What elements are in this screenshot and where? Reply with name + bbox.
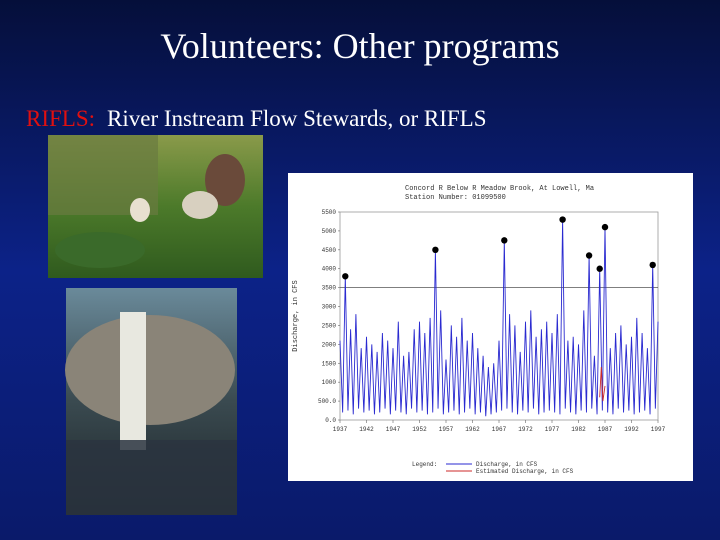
peak-point [601, 223, 609, 231]
peak-point [342, 273, 349, 280]
subtitle-label: RIFLS: [26, 106, 95, 131]
x-tick-label: 1952 [412, 426, 427, 433]
peak-point [432, 246, 439, 254]
chart: Concord R Below R Meadow Brook, At Lowel… [292, 185, 666, 475]
x-tick-label: 1977 [545, 426, 560, 433]
photo-staff-gauge [65, 288, 237, 515]
legend-label: Discharge, in CFS [476, 461, 538, 468]
y-tick-label: 4000 [322, 266, 337, 273]
y-tick-label: 3500 [322, 285, 337, 292]
x-tick-label: 1967 [492, 426, 507, 433]
peak-point [501, 237, 508, 244]
x-tick-label: 1942 [359, 426, 374, 433]
title: Volunteers: Other programs [160, 26, 559, 66]
x-tick-label: 1992 [624, 426, 639, 433]
series-line [599, 367, 606, 402]
y-tick-label: 2000 [322, 341, 337, 348]
x-tick-label: 1937 [333, 426, 348, 433]
x-tick-label: 1957 [439, 426, 454, 433]
y-tick-label: 1000 [322, 379, 337, 386]
subtitle-text: River Instream Flow Stewards, or RIFLS [107, 106, 486, 131]
y-tick-label: 5000 [322, 228, 337, 235]
chart-panel [288, 173, 693, 481]
y-axis-label: Discharge, in CFS [292, 280, 300, 351]
x-tick-label: 1997 [651, 426, 666, 433]
x-tick-label: 1947 [386, 426, 401, 433]
y-tick-label: 2500 [322, 322, 337, 329]
chart-title: Concord R Below R Meadow Brook, At Lowel… [405, 185, 594, 193]
x-tick-label: 1972 [518, 426, 533, 433]
x-tick-label: 1962 [465, 426, 480, 433]
chart-subtitle: Station Number: 01099500 [405, 194, 506, 202]
y-tick-label: 3000 [322, 304, 337, 311]
peak-point [559, 216, 566, 223]
legend-title: Legend: [412, 461, 437, 468]
x-tick-label: 1987 [598, 426, 613, 433]
legend-label: Estimated Discharge, in CFS [476, 468, 574, 475]
y-tick-label: 4500 [322, 247, 337, 254]
peak-point [596, 265, 603, 272]
peak-point [649, 261, 656, 269]
subtitle: RIFLS: River Instream Flow Stewards, or R… [26, 106, 487, 131]
x-tick-label: 1982 [571, 426, 586, 433]
photo-volunteers [48, 135, 263, 278]
y-tick-label: 1500 [322, 360, 337, 367]
y-tick-label: 5500 [322, 209, 337, 216]
y-tick-label: 0.0 [325, 417, 336, 424]
y-tick-label: 500.0 [318, 398, 336, 405]
peak-point [585, 252, 593, 259]
